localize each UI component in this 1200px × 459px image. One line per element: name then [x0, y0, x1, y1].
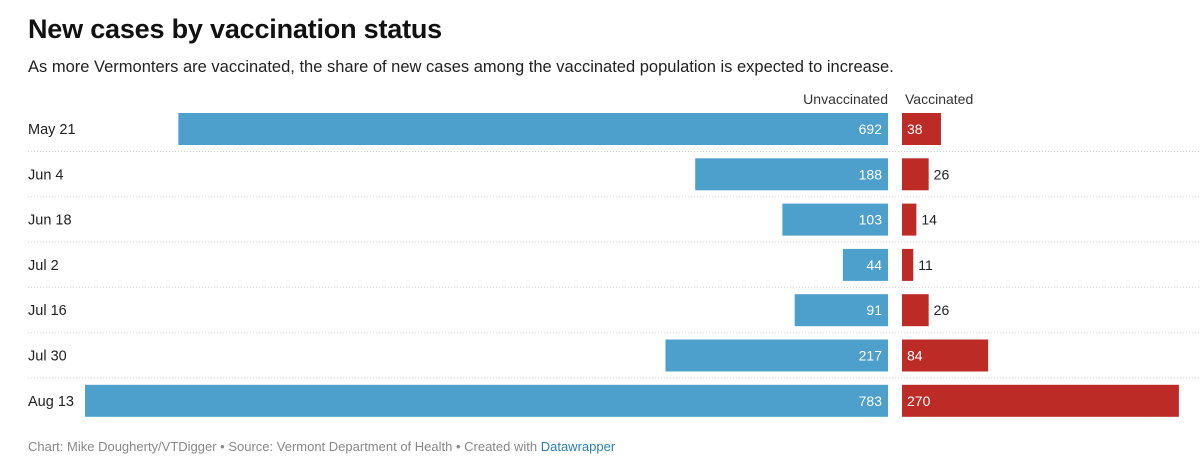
value-label-unvaccinated: 692	[859, 121, 883, 137]
value-label-unvaccinated: 217	[859, 348, 883, 364]
value-label-vaccinated: 38	[907, 121, 923, 137]
chart-footer: Chart: Mike Dougherty/VTDigger • Source:…	[28, 439, 615, 454]
row-label: Jul 30	[28, 349, 67, 365]
bar-unvaccinated	[178, 113, 888, 145]
bar-vaccinated	[902, 113, 941, 145]
value-label-unvaccinated: 91	[866, 302, 882, 318]
value-label-unvaccinated: 44	[866, 257, 882, 273]
datawrapper-link[interactable]: Datawrapper	[540, 439, 616, 454]
bar-unvaccinated	[782, 203, 888, 236]
bar-vaccinated	[902, 203, 917, 236]
bar-vaccinated	[902, 248, 914, 281]
bar-vaccinated	[902, 158, 929, 191]
value-label-vaccinated: 11	[918, 257, 933, 273]
row-label: Jun 18	[28, 213, 72, 229]
bar-unvaccinated	[695, 158, 888, 191]
value-label-unvaccinated: 188	[859, 166, 883, 182]
value-label-vaccinated: 270	[907, 393, 931, 409]
row-label: Jul 2	[28, 258, 59, 274]
value-label-vaccinated: 26	[934, 302, 950, 318]
value-label-vaccinated: 26	[934, 166, 950, 182]
bar-unvaccinated	[794, 294, 888, 327]
value-label-vaccinated: 14	[921, 212, 937, 228]
row-label: Jul 16	[28, 303, 67, 319]
bar-vaccinated	[902, 339, 989, 372]
bar-unvaccinated	[842, 248, 888, 281]
footer-credits: Chart: Mike Dougherty/VTDigger • Source:…	[28, 439, 541, 454]
value-label-vaccinated: 84	[907, 348, 923, 364]
bar-unvaccinated	[85, 384, 888, 417]
value-label-unvaccinated: 103	[859, 212, 883, 228]
legend-vaccinated: Vaccinated	[905, 91, 973, 107]
legend-unvaccinated: Unvaccinated	[803, 91, 888, 107]
row-label: Aug 13	[28, 394, 74, 410]
bar-unvaccinated	[665, 339, 888, 372]
row-label: Jun 4	[28, 167, 63, 183]
bar-vaccinated	[902, 294, 929, 327]
row-label: May 21	[28, 122, 76, 138]
value-label-unvaccinated: 783	[859, 393, 883, 409]
chart-subtitle: As more Vermonters are vaccinated, the s…	[28, 58, 894, 76]
bar-vaccinated	[902, 384, 1179, 417]
chart-title: New cases by vaccination status	[28, 14, 442, 44]
